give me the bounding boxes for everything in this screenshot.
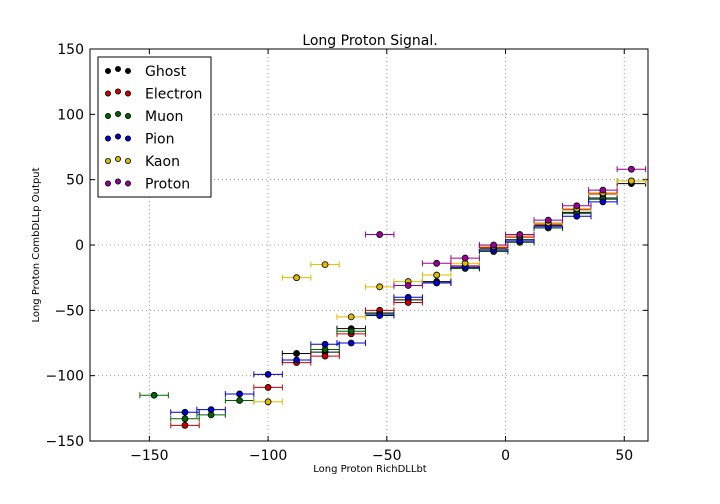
- data-point: [347, 313, 355, 321]
- legend-label: Electron: [145, 87, 202, 103]
- data-point: [181, 415, 189, 423]
- data-point: [264, 384, 272, 391]
- data-point: [207, 406, 215, 414]
- y-tick-label: −150: [46, 434, 84, 450]
- y-tick-label: 50: [66, 173, 84, 189]
- data-point: [347, 339, 355, 347]
- legend-marker: [105, 135, 112, 142]
- x-tick-label: −150: [130, 448, 168, 464]
- data-point: [293, 356, 300, 364]
- legend-marker: [115, 66, 122, 73]
- y-tick-label: 150: [57, 42, 84, 58]
- legend-marker: [105, 68, 112, 75]
- data-point: [433, 279, 441, 287]
- data-point: [404, 293, 412, 301]
- x-tick-label: −100: [249, 448, 287, 464]
- y-axis-label: Long Proton CombDLLp Output: [31, 167, 42, 322]
- legend-marker: [105, 90, 112, 97]
- data-point: [321, 352, 329, 360]
- legend-label: Proton: [145, 177, 190, 193]
- legend-item-pion: Pion: [105, 132, 174, 148]
- legend-marker: [115, 178, 122, 185]
- data-point: [461, 254, 469, 262]
- data-point: [573, 212, 581, 220]
- y-tick-label: −50: [54, 303, 84, 319]
- legend-marker: [115, 111, 122, 118]
- legend: Ghost Electron Muon Pion Kaon Proton: [97, 56, 212, 198]
- legend-marker: [105, 157, 112, 164]
- legend-marker: [105, 180, 112, 187]
- y-tick-label: −100: [46, 369, 84, 385]
- data-point: [181, 421, 189, 429]
- x-tick-label: 0: [501, 448, 510, 464]
- data-point: [404, 282, 412, 289]
- legend-item-muon: Muon: [105, 109, 183, 125]
- legend-item-electron: Electron: [105, 87, 202, 103]
- data-point: [516, 231, 524, 238]
- legend-marker: [125, 68, 132, 75]
- chart-title: Long Proton Signal.: [302, 33, 437, 49]
- data-point: [627, 177, 635, 185]
- series-proton: [364, 165, 647, 289]
- legend-item-kaon: Kaon: [105, 154, 180, 170]
- data-point: [236, 397, 243, 404]
- legend-marker: [125, 157, 132, 164]
- data-point: [376, 231, 384, 238]
- series-pion: [170, 198, 618, 416]
- legend-frame: [97, 56, 212, 198]
- data-point: [293, 274, 300, 282]
- legend-marker: [115, 133, 122, 140]
- data-point: [293, 350, 300, 357]
- y-tick-label: 0: [75, 238, 84, 254]
- legend-marker: [125, 113, 132, 120]
- data-point: [264, 370, 272, 378]
- data-point: [433, 259, 441, 267]
- legend-label: Muon: [145, 109, 183, 125]
- data-point: [490, 241, 498, 249]
- x-tick-label: −50: [372, 448, 402, 464]
- legend-marker: [115, 88, 122, 95]
- data-point: [573, 202, 581, 210]
- legend-marker: [125, 135, 132, 142]
- data-point: [264, 398, 272, 406]
- plot-area: −150 −100 −50 0 50 −150 −100 −50 0 50 100 150: [46, 42, 649, 464]
- y-tick-label: 100: [57, 107, 84, 123]
- data-point: [376, 312, 384, 319]
- data-point: [544, 216, 552, 224]
- data-point: [599, 186, 607, 194]
- data-point: [321, 261, 329, 269]
- data-point: [599, 198, 607, 206]
- legend-item-proton: Proton: [105, 177, 190, 193]
- legend-label: Pion: [145, 132, 174, 148]
- legend-label: Kaon: [145, 154, 180, 170]
- legend-marker: [125, 90, 132, 97]
- data-point: [376, 283, 384, 291]
- data-point: [181, 408, 189, 416]
- data-point: [321, 340, 329, 348]
- data-point: [236, 390, 243, 398]
- legend-marker: [115, 155, 122, 162]
- legend-item-ghost: Ghost: [105, 64, 187, 80]
- data-point: [150, 391, 158, 399]
- legend-label: Ghost: [145, 64, 187, 80]
- x-axis-label: Long Proton RichDLLbt: [313, 464, 427, 475]
- data-point: [627, 165, 635, 173]
- legend-marker: [125, 180, 132, 187]
- legend-marker: [105, 113, 112, 120]
- data-point: [433, 271, 441, 279]
- x-tick-label: 50: [615, 448, 633, 464]
- data-point: [347, 327, 355, 335]
